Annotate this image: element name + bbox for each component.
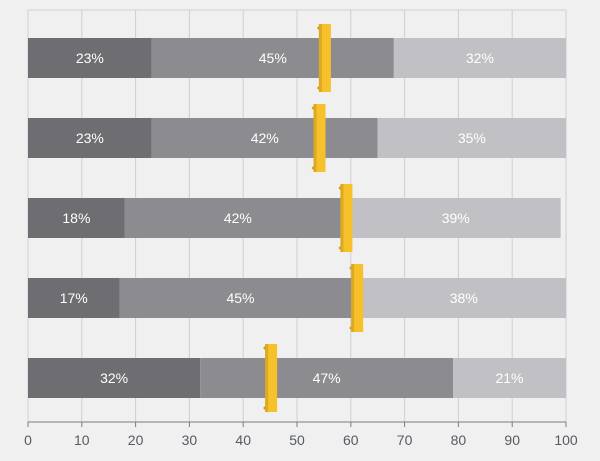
bar-segment xyxy=(28,358,201,398)
segment-label: 18% xyxy=(62,210,90,226)
bar-segment xyxy=(151,38,394,78)
x-axis: 0 10 20 30 40 50 60 70 80 90 100 xyxy=(24,421,578,448)
segment-label: 32% xyxy=(466,50,494,66)
segment-label: 42% xyxy=(251,130,279,146)
bar-segment xyxy=(200,358,454,398)
segment-label: 45% xyxy=(259,50,287,66)
bar-segment xyxy=(361,278,566,318)
marker xyxy=(316,24,331,92)
segment-label: 21% xyxy=(495,370,523,386)
x-tick-label: 60 xyxy=(343,432,359,448)
x-tick-label: 40 xyxy=(235,432,251,448)
x-tick-label: 10 xyxy=(74,432,90,448)
bar-segment xyxy=(28,118,152,158)
marker xyxy=(338,184,353,252)
segment-label: 35% xyxy=(458,130,486,146)
x-tick-label: 100 xyxy=(554,432,578,448)
x-tick-label: 50 xyxy=(289,432,305,448)
marker xyxy=(349,264,364,332)
bar-segment xyxy=(28,38,152,78)
bar-segment xyxy=(377,118,566,158)
segment-label: 39% xyxy=(442,210,470,226)
segment-label: 47% xyxy=(313,370,341,386)
bar-segment xyxy=(119,278,362,318)
bar-segment xyxy=(350,198,561,238)
segment-label: 32% xyxy=(100,370,128,386)
segment-label: 23% xyxy=(76,130,104,146)
segment-label: 38% xyxy=(450,290,478,306)
bars: 23% 45% 32% 23% 42% 35% 18% 42% 39% 17% 45% 38% 32% 4… xyxy=(28,24,566,412)
marker xyxy=(263,344,278,412)
bar-segment xyxy=(28,198,125,238)
segment-label: 23% xyxy=(76,50,104,66)
x-tick-label: 30 xyxy=(182,432,198,448)
x-tick-label: 0 xyxy=(24,432,32,448)
segment-label: 42% xyxy=(224,210,252,226)
segment-label: 45% xyxy=(226,290,254,306)
x-tick-label: 70 xyxy=(397,432,413,448)
marker xyxy=(311,104,326,172)
x-tick-label: 20 xyxy=(128,432,144,448)
bar-segment xyxy=(28,278,120,318)
bar-segment xyxy=(124,198,351,238)
bar-segment xyxy=(151,118,378,158)
x-tick-label: 80 xyxy=(451,432,467,448)
segment-label: 17% xyxy=(60,290,88,306)
bar-segment xyxy=(453,358,566,398)
bar-segment xyxy=(393,38,566,78)
x-tick-label: 90 xyxy=(504,432,520,448)
